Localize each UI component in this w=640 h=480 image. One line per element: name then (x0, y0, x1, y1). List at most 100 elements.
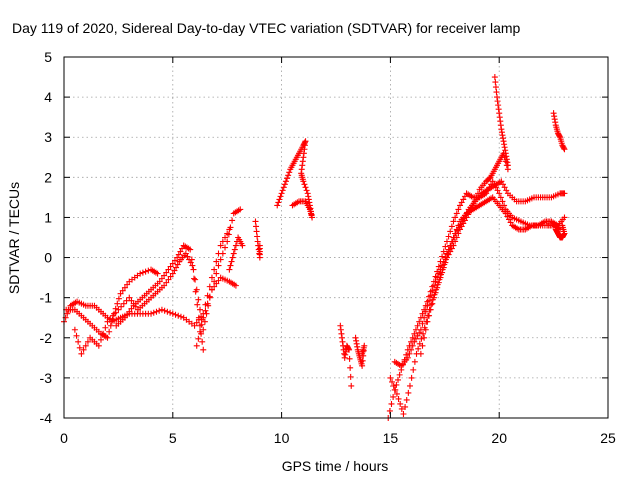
data-point (440, 264, 447, 271)
data-point (286, 169, 293, 176)
data-point (447, 248, 454, 255)
data-point (492, 84, 499, 91)
data-point (179, 245, 186, 252)
data-point (204, 300, 211, 307)
data-point (458, 223, 465, 230)
data-point (406, 350, 413, 357)
data-point (227, 224, 234, 231)
data-point (239, 242, 246, 249)
y-tick-label: -4 (40, 410, 53, 426)
data-point (158, 306, 165, 313)
data-point (201, 318, 208, 325)
y-tick-label: 1 (44, 209, 52, 225)
data-point (232, 242, 239, 249)
data-point (501, 184, 508, 191)
data-point (389, 378, 396, 385)
data-point (78, 350, 85, 357)
data-point (224, 238, 231, 245)
series-track-n (417, 150, 511, 357)
data-point (75, 338, 82, 345)
data-point (80, 346, 87, 353)
data-point (225, 231, 232, 238)
data-point (494, 187, 501, 194)
data-point (445, 233, 452, 240)
data-point (435, 279, 442, 286)
data-point (460, 196, 467, 203)
data-point (470, 202, 477, 209)
data-point (188, 256, 195, 263)
data-point (346, 346, 353, 353)
data-point (200, 314, 207, 321)
data-point (458, 199, 465, 206)
data-point (491, 74, 498, 81)
data-point (82, 342, 89, 349)
data-point (102, 324, 109, 331)
data-point (148, 310, 155, 317)
data-point (417, 350, 424, 357)
series-track-j (352, 334, 368, 369)
data-point (213, 258, 220, 265)
y-tick-label: 0 (44, 250, 52, 266)
data-point (386, 407, 393, 414)
data-point (492, 79, 499, 86)
data-point (124, 281, 131, 288)
data-point (192, 276, 199, 283)
data-point (95, 342, 102, 349)
data-point (107, 322, 114, 329)
data-point (411, 358, 418, 365)
data-point (422, 326, 429, 333)
data-point (419, 310, 426, 317)
data-point (300, 178, 307, 185)
tick-labels: 0 5 10 15 20 25 -4 -3 -2 -1 0 1 2 3 4 5 (40, 49, 616, 446)
data-point (426, 297, 433, 304)
data-point (120, 300, 127, 307)
data-point (161, 272, 168, 279)
data-point (393, 381, 400, 388)
data-point (171, 267, 178, 274)
data-point (409, 334, 416, 341)
data-point (393, 390, 400, 397)
data-point (161, 282, 168, 289)
data-point (442, 243, 449, 250)
data-point (165, 266, 172, 273)
data-point (115, 306, 122, 313)
data-point (153, 308, 160, 315)
data-point (398, 405, 405, 412)
data-point (206, 293, 213, 300)
data-point (465, 211, 472, 218)
data-point (411, 338, 418, 345)
data-point (142, 268, 149, 275)
data-point (97, 336, 104, 343)
data-point (163, 279, 170, 286)
data-point (416, 318, 423, 325)
data-point (347, 373, 354, 380)
data-point (213, 280, 220, 287)
data-point (421, 334, 428, 341)
data-point (347, 364, 354, 371)
data-point (211, 283, 218, 290)
data-point (418, 335, 425, 342)
data-point (437, 274, 444, 281)
data-point (230, 250, 237, 257)
data-point (414, 332, 421, 339)
data-point (231, 246, 238, 253)
data-point (112, 309, 119, 316)
data-point (486, 175, 493, 182)
data-point (279, 187, 286, 194)
data-point (211, 266, 218, 273)
data-point (397, 400, 404, 407)
data-point (404, 354, 411, 361)
data-point (121, 284, 128, 291)
data-point (202, 307, 209, 314)
data-point (434, 284, 441, 291)
data-point (457, 202, 464, 209)
data-point (420, 330, 427, 337)
data-point (128, 297, 135, 304)
data-point (177, 313, 184, 320)
data-point (461, 193, 468, 200)
data-point (302, 184, 309, 191)
plot-frame (63, 56, 609, 419)
data-point (497, 194, 504, 201)
data-point (400, 410, 407, 417)
